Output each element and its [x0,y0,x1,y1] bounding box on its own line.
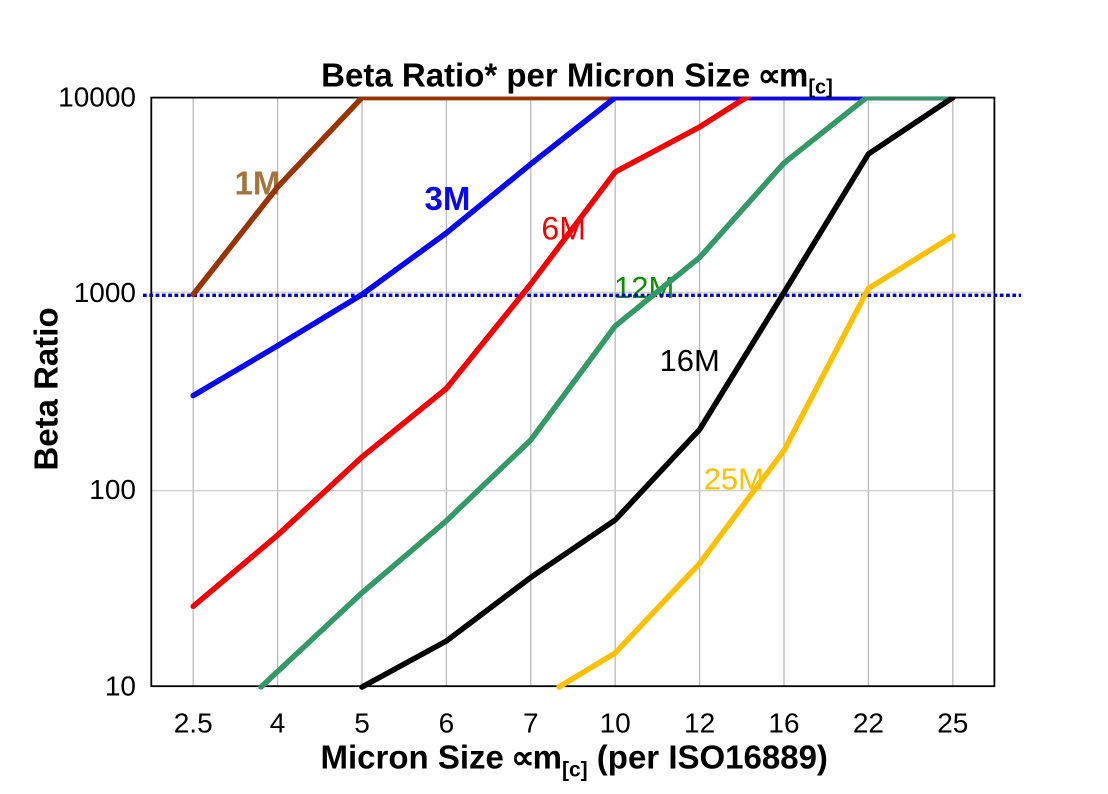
svg-text:4: 4 [270,708,286,739]
svg-text:2.5: 2.5 [174,708,213,739]
svg-text:5: 5 [354,708,370,739]
svg-text:Beta Ratio: Beta Ratio [28,307,65,470]
svg-text:12: 12 [684,708,715,739]
svg-text:16M: 16M [660,343,720,378]
svg-text:25: 25 [937,708,968,739]
svg-text:10: 10 [105,671,136,702]
svg-text:7: 7 [523,708,539,739]
svg-text:16: 16 [768,708,799,739]
svg-text:Beta Ratio* per Micron Size ∝m: Beta Ratio* per Micron Size ∝m[c] [321,56,833,98]
svg-text:22: 22 [853,708,884,739]
svg-text:100: 100 [89,474,136,505]
svg-text:10: 10 [600,708,631,739]
svg-text:6: 6 [439,708,455,739]
svg-text:10000: 10000 [58,81,136,112]
svg-text:1000: 1000 [74,277,136,308]
svg-text:3M: 3M [425,180,471,217]
